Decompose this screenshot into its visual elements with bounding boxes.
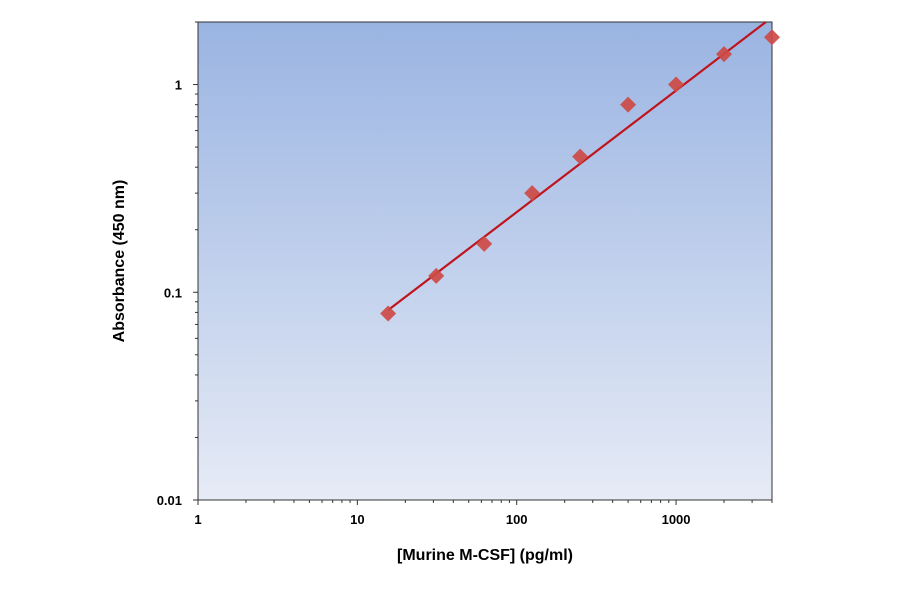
data-point bbox=[476, 235, 493, 252]
data-point bbox=[620, 96, 637, 113]
x-axis-label: [Murine M-CSF] (pg/ml) bbox=[397, 547, 573, 564]
y-tick-label: 0.1 bbox=[164, 285, 182, 300]
data-point bbox=[380, 305, 397, 322]
y-axis-label: Absorbance (450 nm) bbox=[111, 180, 128, 343]
data-point bbox=[524, 185, 541, 202]
plot-area bbox=[197, 21, 773, 501]
data-point bbox=[764, 29, 780, 46]
data-point bbox=[428, 267, 445, 284]
fit-line bbox=[387, 21, 767, 312]
x-tick-label: 100 bbox=[506, 512, 528, 527]
y-tick-label: 1 bbox=[175, 78, 182, 93]
y-tick-label: 0.01 bbox=[157, 493, 182, 508]
x-tick-label: 1000 bbox=[662, 512, 691, 527]
data-point bbox=[668, 76, 685, 93]
x-tick-label: 1 bbox=[194, 512, 201, 527]
data-point bbox=[716, 46, 733, 63]
data-point bbox=[572, 148, 589, 165]
x-tick-label: 10 bbox=[350, 512, 364, 527]
